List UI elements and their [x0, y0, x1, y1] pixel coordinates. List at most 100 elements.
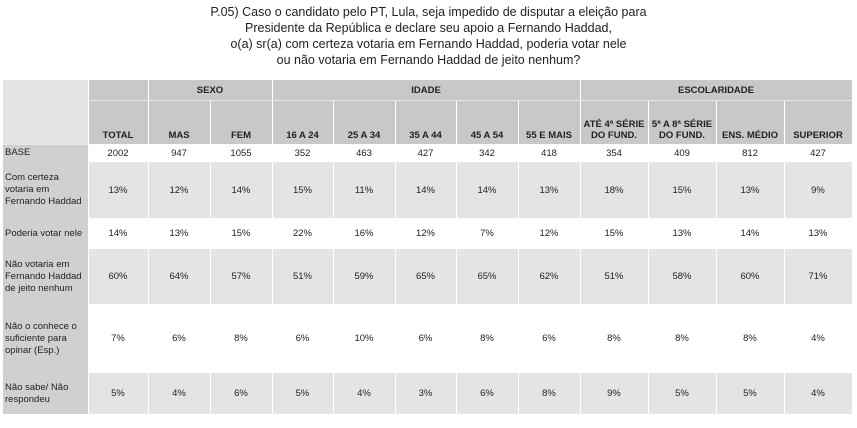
cell-value: 463 — [333, 144, 396, 162]
row-label: Poderia votar nele — [3, 218, 89, 249]
cell-value: 6% — [272, 304, 334, 373]
cell-value: 58% — [648, 249, 717, 304]
cell-value: 13% — [784, 218, 853, 249]
row-label: BASE — [3, 144, 89, 162]
cell-value: 14% — [210, 162, 273, 218]
column-header: TOTAL — [88, 100, 149, 144]
cell-value: 6% — [395, 304, 457, 373]
cell-value: 60% — [716, 249, 785, 304]
cell-value: 5% — [648, 373, 717, 414]
table-row: Com certeza votaria em Fernando Haddad 13… — [3, 162, 853, 218]
cell-value: 8% — [648, 304, 717, 373]
total-group — [88, 80, 149, 101]
cell-value: 2002 — [88, 144, 149, 162]
results-table: SEXO IDADE ESCOLARIDADE TOTAL MAS FEM 16 A … — [3, 80, 853, 414]
column-header: 45 A 54 — [456, 100, 519, 144]
cell-value: 10% — [333, 304, 396, 373]
table-row: Não o conhece o suficiente para opinar (… — [3, 304, 853, 373]
cell-value: 1055 — [210, 144, 273, 162]
cell-value: 13% — [148, 218, 211, 249]
cell-value: 15% — [648, 162, 717, 218]
title-line: P.05) Caso o candidato pelo PT, Lula, se… — [210, 5, 647, 19]
row-label: Não o conhece o suficiente para opinar (… — [3, 304, 89, 373]
cell-value: 4% — [784, 373, 853, 414]
cell-value: 14% — [716, 218, 785, 249]
group-idade: IDADE — [272, 80, 581, 101]
cell-value: 22% — [272, 218, 334, 249]
cell-value: 5% — [272, 373, 334, 414]
cell-value: 11% — [333, 162, 396, 218]
cell-value: 65% — [395, 249, 457, 304]
cell-value: 13% — [518, 162, 581, 218]
column-header: 35 A 44 — [395, 100, 457, 144]
cell-value: 14% — [395, 162, 457, 218]
cell-value: 12% — [395, 218, 457, 249]
cell-value: 59% — [333, 249, 396, 304]
cell-value: 4% — [148, 373, 211, 414]
column-header: ENS. MÉDIO — [716, 100, 785, 144]
cell-value: 15% — [210, 218, 273, 249]
cell-value: 352 — [272, 144, 334, 162]
title-line: o(a) sr(a) com certeza votaria em Fernan… — [230, 37, 627, 51]
cell-value: 427 — [784, 144, 853, 162]
column-header: 16 A 24 — [272, 100, 334, 144]
cell-value: 5% — [716, 373, 785, 414]
cell-value: 18% — [580, 162, 649, 218]
cell-value: 8% — [716, 304, 785, 373]
cell-value: 947 — [148, 144, 211, 162]
table-row: BASE 2002 947 1055 352 463 427 342 418 354 409 812 4… — [3, 144, 853, 162]
cell-value: 418 — [518, 144, 581, 162]
cell-value: 71% — [784, 249, 853, 304]
column-header: 25 A 34 — [333, 100, 396, 144]
cell-value: 342 — [456, 144, 519, 162]
title-line: ou não votaria em Fernando Haddad de jei… — [276, 53, 581, 67]
table-row: Não votaria em Fernando Haddad de jeito … — [3, 249, 853, 304]
cell-value: 12% — [148, 162, 211, 218]
column-header: 55 E MAIS — [518, 100, 581, 144]
cell-value: 6% — [210, 373, 273, 414]
cell-value: 812 — [716, 144, 785, 162]
cell-value: 6% — [148, 304, 211, 373]
cell-value: 51% — [580, 249, 649, 304]
cell-value: 5% — [88, 373, 149, 414]
column-header: ATÉ 4ª SÉRIE DO FUND. — [580, 100, 649, 144]
cell-value: 409 — [648, 144, 717, 162]
cell-value: 8% — [518, 373, 581, 414]
cell-value: 14% — [456, 162, 519, 218]
cell-value: 64% — [148, 249, 211, 304]
cell-value: 9% — [580, 373, 649, 414]
group-escolaridade: ESCOLARIDADE — [580, 80, 853, 101]
cell-value: 6% — [518, 304, 581, 373]
cell-value: 62% — [518, 249, 581, 304]
cell-value: 7% — [88, 304, 149, 373]
column-header: MAS — [148, 100, 211, 144]
cell-value: 57% — [210, 249, 273, 304]
column-header: 5ª A 8ª SÉRIE DO FUND. — [648, 100, 717, 144]
cell-value: 8% — [210, 304, 273, 373]
cell-value: 4% — [333, 373, 396, 414]
cell-value: 60% — [88, 249, 149, 304]
question-title: P.05) Caso o candidato pelo PT, Lula, se… — [0, 4, 857, 68]
cell-value: 65% — [456, 249, 519, 304]
cell-value: 9% — [784, 162, 853, 218]
column-header: SUPERIOR — [784, 100, 853, 144]
cell-value: 8% — [456, 304, 519, 373]
group-sexo: SEXO — [148, 80, 273, 101]
cell-value: 354 — [580, 144, 649, 162]
cell-value: 13% — [716, 162, 785, 218]
row-label: Não sabe/ Não respondeu — [3, 373, 89, 414]
title-line: Presidente da República e declare seu ap… — [245, 21, 612, 35]
row-label: Não votaria em Fernando Haddad de jeito … — [3, 249, 89, 304]
cell-value: 15% — [580, 218, 649, 249]
cell-value: 15% — [272, 162, 334, 218]
table-row: Não sabe/ Não respondeu 5% 4% 6% 5% 4% 3% 6% 8% 9… — [3, 373, 853, 414]
cell-value: 13% — [88, 162, 149, 218]
table-row: Poderia votar nele 14% 13% 15% 22% 16% 12% 7% 12… — [3, 218, 853, 249]
cell-value: 14% — [88, 218, 149, 249]
cell-value: 8% — [580, 304, 649, 373]
cell-value: 4% — [784, 304, 853, 373]
cell-value: 13% — [648, 218, 717, 249]
cell-value: 16% — [333, 218, 396, 249]
cell-value: 6% — [456, 373, 519, 414]
row-label: Com certeza votaria em Fernando Haddad — [3, 162, 89, 218]
